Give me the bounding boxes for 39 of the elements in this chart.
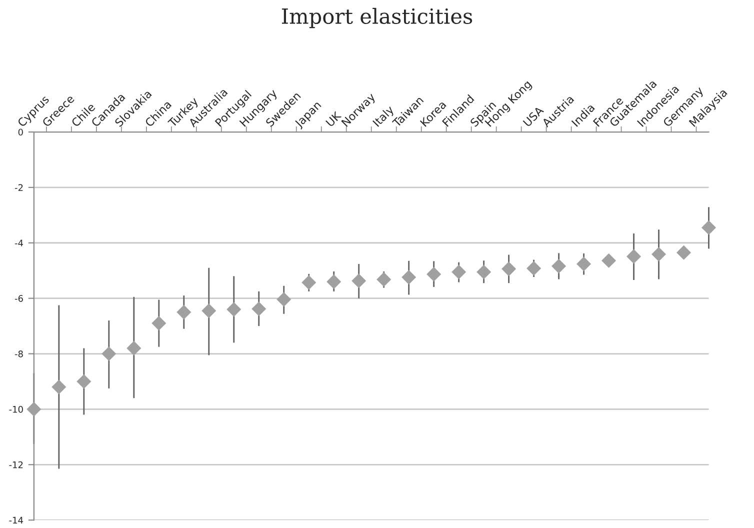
- chart-title: Import elasticities: [282, 8, 472, 28]
- y-tick-label: -6: [14, 295, 23, 302]
- point: [676, 245, 692, 260]
- y-tick-label: -2: [14, 184, 23, 191]
- point: [102, 346, 116, 362]
- point: [626, 249, 642, 264]
- point: [576, 256, 592, 272]
- y-tick-label: -10: [9, 406, 23, 413]
- point: [402, 270, 416, 285]
- point: [651, 246, 666, 262]
- y-tick-label: -4: [14, 240, 24, 246]
- point: [302, 275, 316, 290]
- point: [326, 274, 342, 289]
- point: [52, 380, 66, 394]
- point: [252, 302, 266, 316]
- point: [602, 253, 616, 268]
- y-tick-label: -8: [14, 350, 23, 358]
- point: [352, 274, 366, 288]
- point: [26, 402, 42, 416]
- y-tick-label: -12: [9, 461, 23, 468]
- point: [701, 220, 716, 235]
- point: [276, 292, 292, 307]
- y-tick-label: 0: [18, 128, 23, 136]
- point: [226, 302, 242, 317]
- x-tick-label: USA: [522, 106, 544, 128]
- point: [376, 272, 392, 287]
- point: [152, 316, 166, 331]
- point: [176, 304, 192, 320]
- point: [426, 266, 442, 282]
- point: [502, 262, 516, 276]
- y-tick-label: -14: [9, 516, 24, 524]
- point: [526, 261, 542, 276]
- point: [76, 374, 92, 389]
- point: [202, 304, 216, 318]
- x-tick-label: UK: [326, 110, 342, 128]
- point: [476, 264, 492, 280]
- point: [126, 340, 142, 356]
- point: [452, 264, 466, 280]
- point: [552, 258, 566, 274]
